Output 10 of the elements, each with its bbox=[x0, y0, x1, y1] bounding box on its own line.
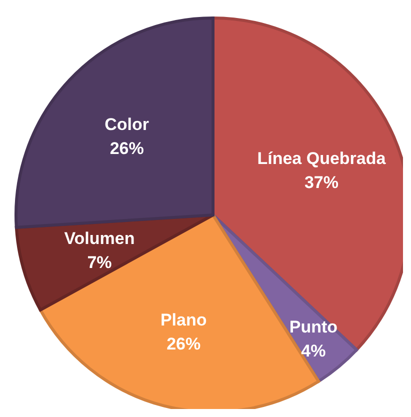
slice-label: Punto bbox=[289, 317, 338, 336]
data-label: 26% bbox=[166, 334, 201, 354]
data-label: 7% bbox=[87, 252, 112, 272]
slice-label: Volumen bbox=[64, 228, 135, 248]
data-label: 26% bbox=[110, 139, 144, 158]
data-label: 4% bbox=[301, 341, 326, 360]
data-label: 37% bbox=[304, 173, 338, 192]
slice-label: Plano bbox=[160, 310, 207, 330]
slice-label: Color bbox=[104, 115, 150, 134]
slice-label: Línea Quebrada bbox=[257, 149, 386, 168]
